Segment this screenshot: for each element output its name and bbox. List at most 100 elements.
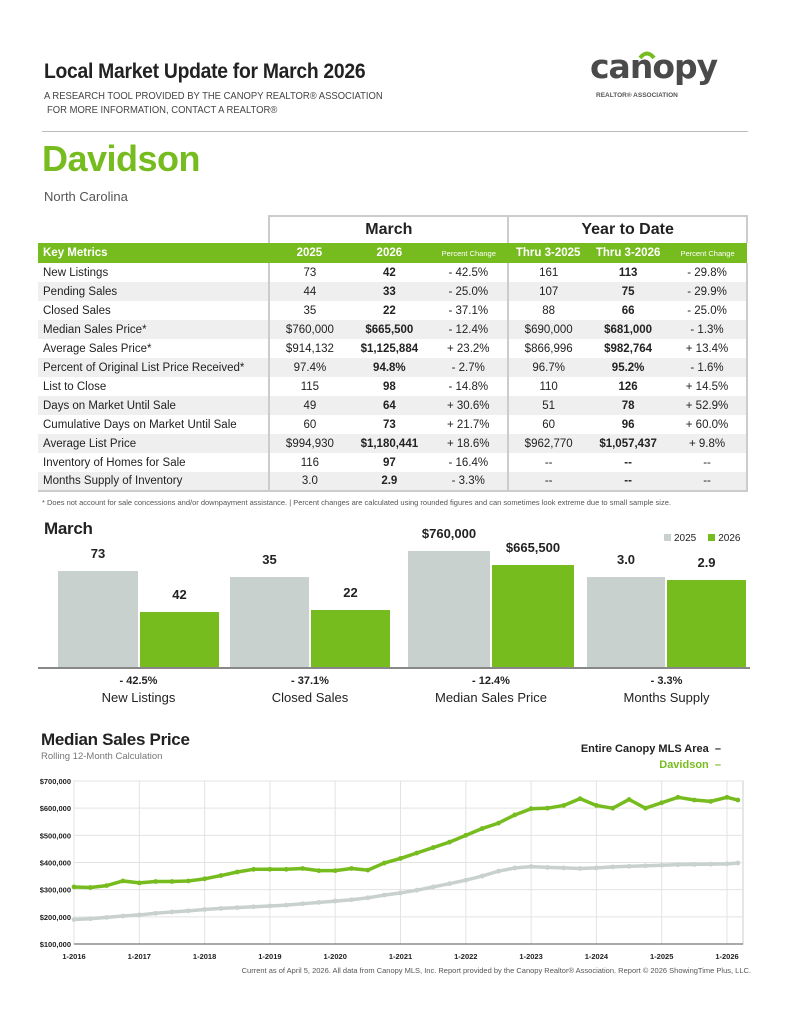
metric-value: 78 [588, 396, 669, 415]
metric-value: - 37.1% [448, 304, 489, 317]
data-point [202, 876, 208, 882]
data-point [332, 898, 338, 904]
metric-value: - 25.0% [429, 282, 509, 301]
column-header: Key Metrics [38, 243, 270, 263]
metric-value: $1,125,884 [360, 342, 419, 355]
data-point [594, 865, 599, 871]
data-point [87, 885, 93, 890]
svg-text:REALTOR® ASSOCIATION: REALTOR® ASSOCIATION [596, 91, 678, 99]
table-row: Days on Market Until Sale 49 64 + 30.6% 51 78… [38, 396, 748, 415]
data-point [708, 861, 714, 867]
metric-value: 22 [382, 304, 396, 317]
metric-value: - 14.8% [448, 380, 489, 393]
data-point [283, 866, 289, 872]
bar-2025 [587, 577, 665, 667]
data-point [545, 864, 550, 870]
data-point [479, 873, 485, 879]
footnote: * Does not account for sale concessions … [42, 498, 671, 507]
data-point [202, 907, 208, 912]
data-point [512, 812, 518, 818]
metric-value: 73 [268, 263, 350, 282]
data-point [71, 884, 77, 890]
data-point [381, 892, 387, 898]
data-point [267, 866, 273, 872]
data-point [659, 862, 665, 868]
bar-2026 [311, 610, 390, 667]
column-header: Thru 3-2025 [508, 243, 589, 263]
x-tick-label: 1-2020 [324, 952, 347, 961]
data-point [463, 877, 469, 883]
data-point [104, 883, 110, 888]
metric-label: Average Sales Price* [43, 342, 152, 355]
data-point [479, 826, 485, 831]
table-row: Average List Price $994,930 $1,180,441 + 18… [38, 434, 748, 453]
data-point [577, 866, 583, 871]
x-tick-label: 1-2025 [650, 952, 673, 961]
metric-value: -- [668, 453, 748, 472]
data-point [185, 908, 191, 914]
x-tick-label: 1-2016 [62, 952, 85, 961]
metric-value: + 52.9% [668, 396, 748, 415]
table-row: Cumulative Days on Market Until Sale 60 73… [38, 415, 748, 434]
bar-2025 [230, 577, 309, 667]
key-metrics-table: March Year to Date Key Metrics 2025 2026 Per… [38, 215, 748, 492]
metric-value: - 3.3% [429, 472, 509, 492]
metric-value: $681,000 [588, 320, 669, 339]
line-chart-subtitle: Rolling 12-Month Calculation [41, 751, 163, 762]
data-point [724, 861, 730, 867]
metric-label: Average List Price [38, 434, 270, 453]
divider [42, 131, 748, 132]
metric-value: 110 [507, 377, 589, 396]
metric-value: 44 [268, 282, 350, 301]
legend-2025: 2025 [664, 533, 696, 544]
metric-value: 49 [268, 396, 350, 415]
metric-value: $994,930 [268, 434, 350, 453]
metric-label: Cumulative Days on Market Until Sale [43, 418, 237, 431]
metric-value: 96.7% [507, 358, 589, 377]
table-row: Percent of Original List Price Received*… [38, 358, 748, 377]
metric-value: - 16.4% [448, 456, 489, 469]
data-point [316, 900, 322, 905]
metric-value: - 42.5% [448, 266, 489, 279]
y-tick-label: $600,000 [40, 804, 71, 813]
metric-value: 88 [507, 301, 589, 320]
page-title: Local Market Update for March 2026 [44, 60, 366, 83]
metric-label: Median Sales Price* [38, 320, 270, 339]
data-point [430, 845, 436, 850]
data-point [136, 912, 142, 918]
data-point [659, 800, 665, 806]
metric-value: 64 [349, 396, 430, 415]
metric-value: 42 [382, 266, 396, 279]
legend-2026: 2026 [708, 533, 741, 544]
metric-value: - 2.7% [429, 358, 509, 377]
data-point [528, 806, 534, 812]
data-point [561, 803, 567, 808]
data-point [398, 856, 403, 861]
metric-value: $1,180,441 [349, 434, 430, 453]
data-point [735, 860, 741, 866]
data-point [169, 879, 175, 884]
table-row: List to Close 115 98 - 14.8% 110 126 + 14.5% [38, 377, 748, 396]
metric-value: -- [588, 472, 669, 492]
data-point [365, 867, 371, 873]
metric-value: - 29.9% [668, 282, 748, 301]
data-point [496, 868, 501, 874]
metric-value: 116 [268, 453, 350, 472]
data-point [153, 910, 159, 916]
table-row: Median Sales Price* $760,000 $665,500- 12.… [38, 320, 748, 339]
bar-2026 [667, 580, 746, 667]
metric-value: 60 [268, 415, 350, 434]
data-point [218, 873, 224, 878]
data-point [414, 887, 420, 893]
data-point [153, 879, 159, 884]
bar-value-label: $665,500 [505, 540, 561, 556]
data-point [71, 917, 77, 922]
metric-label: Closed Sales [43, 304, 111, 317]
data-point [545, 805, 550, 811]
data-point [691, 862, 697, 867]
group-header-ytd: Year to Date [507, 215, 748, 243]
metric-label: New Listings [43, 266, 109, 279]
data-point [120, 913, 126, 919]
data-point [398, 890, 403, 896]
table-row: New Listings 73 42 - 42.5% 161 113 - 29.8% [38, 263, 748, 282]
